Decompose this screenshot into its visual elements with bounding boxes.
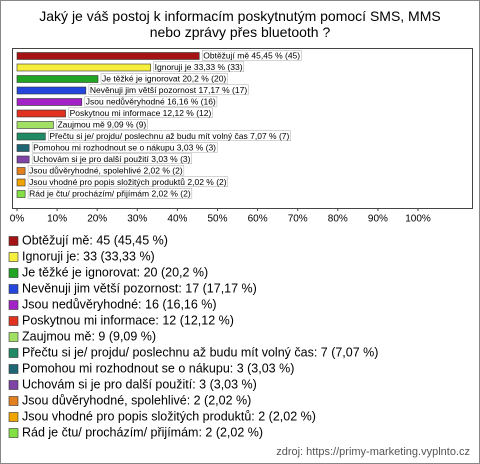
bar-label-box [48,130,291,141]
legend-label: Poskytnou mi informace: 12 (12,12 %) [22,313,234,327]
x-tick-label: 40% [167,214,187,225]
bar-label: Pomohou mi rozhodnout se o nákupu 3,03 %… [33,142,216,152]
x-tick-label: 50% [207,214,227,225]
legend-swatch [8,252,19,262]
bar [16,155,30,164]
bar [16,52,200,60]
legend-swatch [8,332,19,342]
bar [16,121,54,129]
bar-label-box [202,50,302,61]
chart-title: Jaký je váš postoj k informacím poskytnu… [39,8,441,40]
bar [16,109,66,118]
legend-label: Zaujmou mě: 9 (9,09 %) [22,329,156,343]
x-tick-label: 100% [405,214,431,225]
source: zdroj: https://primy-marketing.vyplnto.c… [276,446,470,458]
bar-label: Nevěnuji jim větší pozornost 17,17 % (17… [90,85,247,95]
legend-swatch [8,364,19,374]
bar-label: Poskytnou mi informace 12,12 % (12) [70,108,212,118]
x-tick-label: 20% [87,214,107,225]
legend-label: Jsou nedůvěryhodné: 16 (16,16 %) [22,297,217,311]
bar [16,98,83,106]
legend-label: Přečtu si je/ projdu/ poslechnu až budu … [22,345,378,359]
legend-label: Jsou vhodné pro popis složitých produktů… [22,409,316,423]
bar-label: Jsou důvěryhodné, spolehlivé 2,02 % (2) [29,165,183,175]
legend-label: Uchovám si je pro další použití: 3 (3,03… [22,377,257,391]
legend-swatch [8,284,19,294]
bar-label: Je těžké je ignorovat 20,2 % (20) [102,73,226,83]
bar-label-box [68,107,213,118]
bar-label: Jsou nedůvěryhodné 16,16 % (16) [86,96,216,106]
x-tick-label: 30% [127,214,147,225]
x-tick-label: 70% [288,214,308,225]
legend-swatch [8,236,19,246]
x-tick-label: 60% [248,214,268,225]
legend-swatch [8,428,19,438]
legend-label: Rád je čtu/ procházím/ přijímám: 2 (2,02… [22,425,263,439]
bar-label-box [84,96,218,107]
bar-label-box [27,165,185,176]
legend-swatch [8,300,19,310]
bar [16,178,26,187]
bar-label-box [153,61,244,72]
bar-label-box [88,84,249,95]
bar-label: Zaujmou mě 9,09 % (9) [57,119,146,129]
bar [16,190,26,198]
bar-label: Přečtu si je/ projdu/ poslechnu až budu … [49,131,289,141]
bar-label-box [27,188,193,199]
legend-swatch [8,396,19,406]
legend-swatch [8,316,19,326]
x-tick-label: 90% [368,214,388,225]
bar [16,167,26,175]
bar [16,63,151,72]
bar-label: Jsou vhodné pro popis složitých produktů… [29,177,227,187]
bar-label-box [100,73,228,84]
legend-label: Je těžké je ignorovat: 20 (20,2 %) [22,265,208,279]
x-tick-label: 10% [47,214,67,225]
bar-label-box [56,119,148,130]
legend-swatch [8,348,19,358]
bar [16,86,87,95]
legend-swatch [8,380,19,390]
bar-label: Ignoruji je 33,33 % (33) [155,62,243,72]
bar-label-box [31,153,192,164]
bar-label: Rád je čtu/ procházím/ přijímám 2,02 % (… [29,188,191,198]
bar-label: Obtěžují mě 45,45 % (45) [203,50,300,60]
legend-swatch [8,268,19,278]
legend-swatch [8,412,19,422]
bar [16,132,46,141]
bar [16,144,30,152]
legend-label: Nevěnuji jim větší pozornost: 17 (17,17 … [22,281,257,295]
bar-label: Uchovám si je pro další použití 3,03 % (… [33,154,190,164]
x-tick-label: 80% [328,214,348,225]
x-tick-label: 0% [10,214,25,225]
legend-label: Ignoruji je: 33 (33,33 %) [22,249,155,263]
bar-label-box [31,142,218,153]
legend-label: Jsou důvěryhodné, spolehlivé: 2 (2,02 %) [22,393,251,407]
legend-label: Pomohou mi rozhodnout se o nákupu: 3 (3,… [22,361,294,375]
legend-label: Obtěžují mě: 45 (45,45 %) [22,233,168,247]
bar [16,75,99,83]
bar-label-box [27,176,229,187]
